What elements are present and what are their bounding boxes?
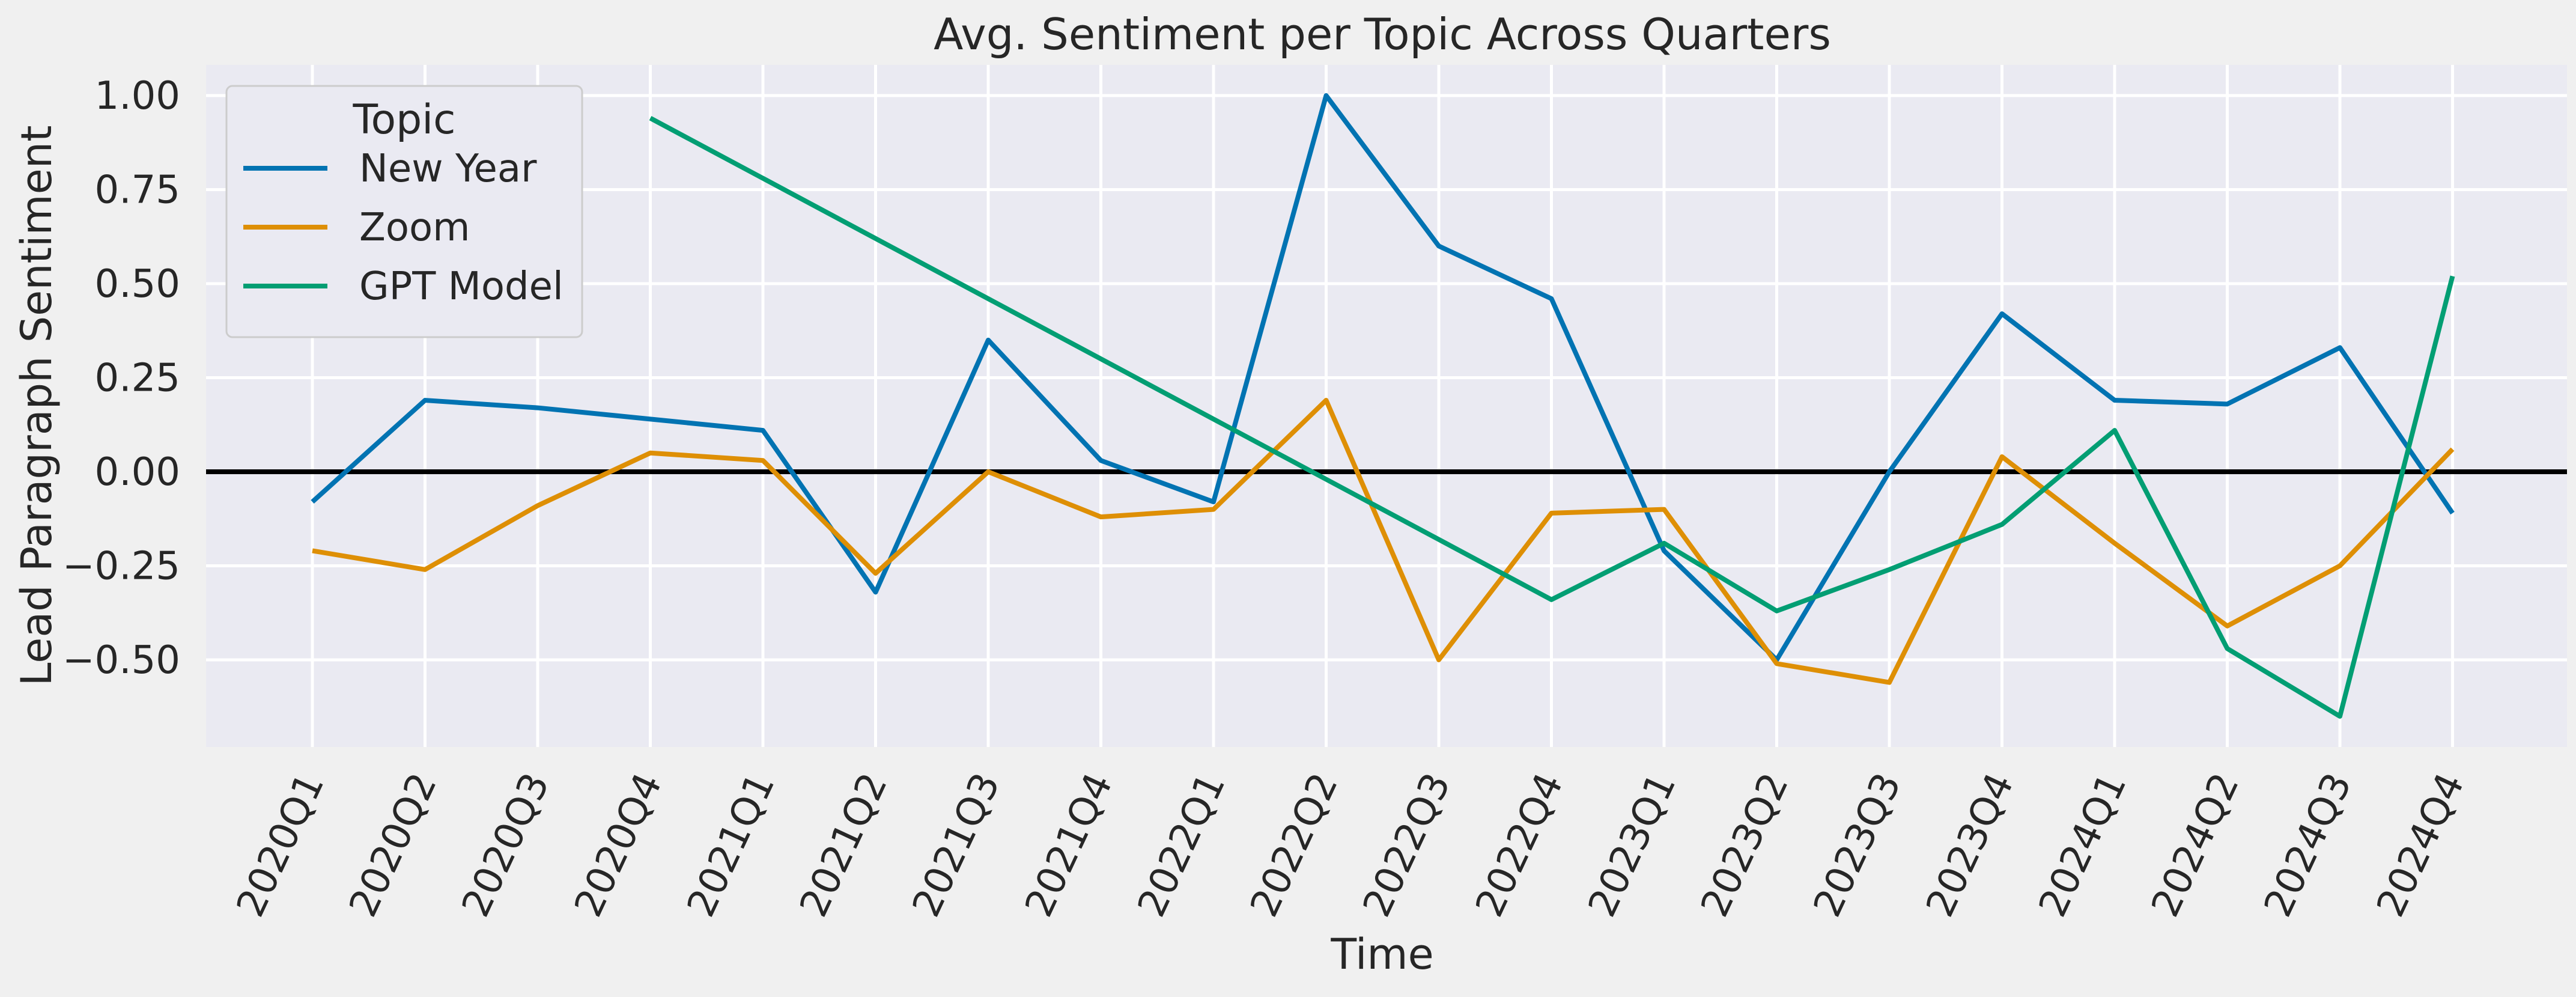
series-line-gpt-model — [649, 116, 2455, 719]
x-tick-label: 2022Q3 — [1355, 766, 1459, 923]
x-tick-label: 2020Q2 — [341, 766, 446, 923]
x-tick-label: 2020Q3 — [454, 766, 558, 923]
x-tick-label: 2022Q1 — [1129, 766, 1234, 923]
y-tick-label: −0.50 — [62, 638, 180, 683]
x-tick-label: 2023Q2 — [1693, 766, 1797, 923]
x-axis-title: Time — [1330, 930, 1433, 979]
legend-title: Topic — [352, 96, 455, 144]
x-tick-label: 2021Q4 — [1017, 766, 1122, 923]
chart-title: Avg. Sentiment per Topic Across Quarters — [934, 9, 1831, 59]
series-line-zoom — [312, 398, 2455, 685]
y-tick-label: 0.50 — [95, 262, 181, 306]
y-tick-label: 1.00 — [95, 74, 181, 118]
legend: Topic New Year Zoom GPT Model — [225, 85, 583, 338]
x-tick-label: 2023Q3 — [1805, 766, 1910, 923]
x-tick-label: 2024Q4 — [2369, 766, 2473, 923]
x-tick-label: 2021Q1 — [679, 766, 783, 923]
x-tick-label: 2020Q4 — [567, 766, 671, 923]
y-tick-label: 0.75 — [95, 168, 181, 213]
legend-label-gpt-model: GPT Model — [359, 264, 564, 309]
x-tick-label: 2021Q3 — [904, 766, 1009, 923]
x-tick-label: 2023Q4 — [1918, 766, 2023, 923]
y-tick-label: −0.25 — [62, 544, 180, 589]
series-line-new-year — [311, 93, 2455, 662]
x-tick-label: 2020Q1 — [228, 766, 333, 923]
y-tick-label: 0.25 — [95, 356, 181, 401]
legend-box — [225, 85, 583, 338]
x-tick-labels: 2020Q1 2020Q2 2020Q3 2020Q4 2021Q1 2021Q2 2021… — [228, 766, 2473, 923]
x-tick-label: 2024Q3 — [2256, 766, 2360, 923]
legend-label-new-year: New Year — [359, 147, 537, 191]
x-tick-label: 2022Q2 — [1242, 766, 1347, 923]
y-tick-labels: 1.00 0.75 0.50 0.25 0.00 −0.25 −0.50 — [62, 74, 180, 683]
y-axis-title: Lead Paragraph Sentiment — [12, 125, 61, 686]
x-tick-label: 2023Q1 — [1580, 766, 1684, 923]
x-tick-label: 2024Q1 — [2031, 766, 2135, 923]
legend-label-zoom: Zoom — [359, 206, 470, 250]
x-tick-label: 2021Q2 — [792, 766, 896, 923]
y-tick-label: 0.00 — [95, 450, 181, 495]
x-tick-label: 2022Q4 — [1468, 766, 1572, 923]
x-tick-label: 2024Q2 — [2143, 766, 2248, 923]
legend-items: New Year Zoom GPT Model — [243, 147, 564, 309]
series-layer — [311, 93, 2455, 719]
